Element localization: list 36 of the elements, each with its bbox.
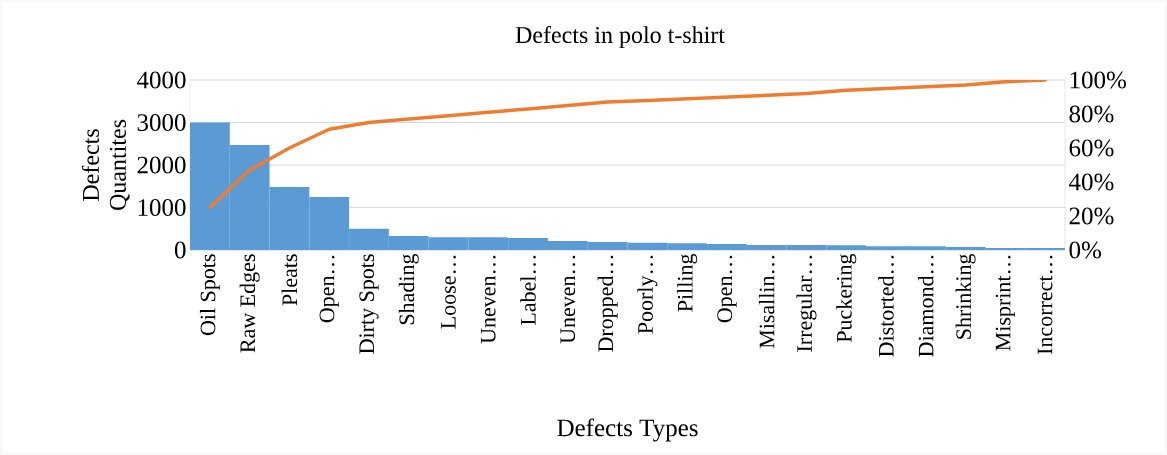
x-tick-label: Pilling <box>677 253 698 312</box>
x-tick-label: Raw Edges <box>239 254 260 353</box>
y2-tick-label: 40% <box>1069 173 1114 191</box>
x-tick-label: Diamond… <box>918 255 934 357</box>
y-tick-label: 3000 <box>137 114 186 131</box>
x-tick-label: Incorrect… <box>1037 255 1053 355</box>
y2-tick-label: 0% <box>1069 241 1101 259</box>
y2-tick-label: 20% <box>1069 207 1114 225</box>
x-tick-label: Shading <box>398 253 419 325</box>
y2-tick-label: 60% <box>1069 139 1114 157</box>
chart-title: Defects in polo t-shirt <box>515 25 725 48</box>
x-tick-label: Shrinking <box>955 253 976 339</box>
x-tick-label: Loose… <box>441 255 456 329</box>
x-tick-label: Misprint… <box>995 255 1015 351</box>
x-tick-label: Pleats <box>281 254 298 306</box>
x-tick-label: Uneven… <box>560 255 576 344</box>
y-tick-label: 0 <box>174 241 186 259</box>
x-axis-title: Defects Types <box>557 418 698 442</box>
y-axis-title: Defects Quantites <box>81 119 130 211</box>
x-tick-label: Oil Spots <box>199 254 220 336</box>
y2-tick-label: 100% <box>1070 71 1126 89</box>
y2-tick-label: 80% <box>1069 105 1114 123</box>
x-tick-label: Irregular… <box>796 255 817 352</box>
x-tick-label: Poorly… <box>637 255 658 334</box>
x-tick-label: Label… <box>520 255 536 325</box>
x-tick-label: Uneven… <box>480 255 496 344</box>
y-tick-label: 1000 <box>138 199 186 216</box>
x-tick-label: Open… <box>319 255 339 323</box>
x-tick-label: Misallin… <box>758 255 775 349</box>
y-tick-label: 2000 <box>137 156 186 174</box>
y-tick-label: 4000 <box>136 71 186 89</box>
x-tick-label: Open… <box>717 255 737 323</box>
x-tick-label: Puckering <box>836 253 857 343</box>
x-tick-label: Distorted… <box>878 255 894 357</box>
x-tick-label: Dropped… <box>597 255 618 352</box>
x-tick-label: Dirty Spots <box>359 254 379 354</box>
